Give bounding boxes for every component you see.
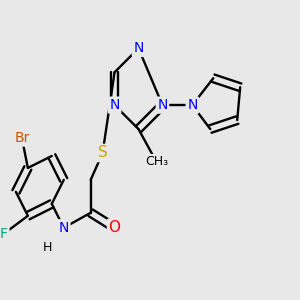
Text: O: O (109, 220, 121, 235)
Text: Br: Br (14, 131, 30, 145)
Text: CH₃: CH₃ (145, 155, 168, 169)
Text: H: H (43, 241, 52, 254)
Text: N: N (110, 98, 120, 112)
Text: N: N (133, 41, 144, 55)
Text: N: N (157, 98, 168, 112)
Text: F: F (0, 227, 8, 241)
Text: S: S (98, 146, 107, 160)
Text: N: N (58, 221, 69, 235)
Text: N: N (187, 98, 197, 112)
